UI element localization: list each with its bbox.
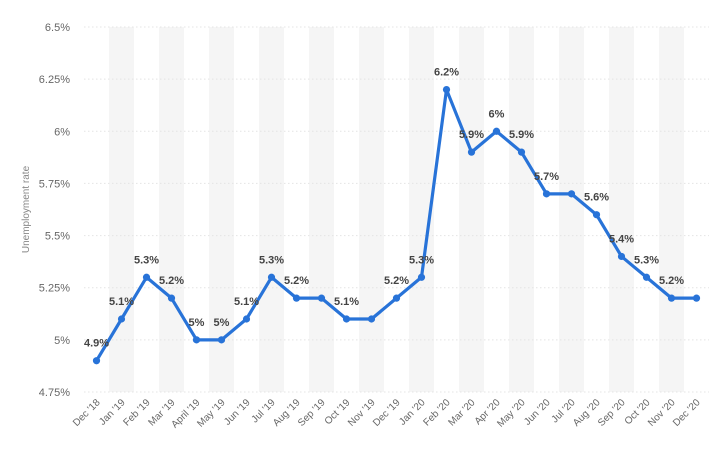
x-tick-label: Dec '18 <box>71 397 103 429</box>
x-tick-label: Dec '19 <box>371 397 403 429</box>
column-band <box>559 27 584 392</box>
y-tick-label: 6.5% <box>45 22 70 34</box>
data-label: 5.2% <box>659 275 684 287</box>
x-tick-label: May '20 <box>495 397 528 430</box>
data-label: 5.6% <box>584 192 609 204</box>
gridlines <box>84 26 709 393</box>
data-label: 5.9% <box>509 129 534 141</box>
data-points <box>92 85 701 365</box>
data-label: 5% <box>214 317 230 329</box>
data-point <box>492 127 501 135</box>
column-band <box>459 27 484 392</box>
column-band <box>109 27 134 392</box>
y-tick-label: 5.75% <box>39 178 70 190</box>
x-tick-label: Jun '20 <box>522 397 553 428</box>
data-label: 5.1% <box>334 296 359 308</box>
y-tick-label: 5.25% <box>39 283 70 295</box>
data-label: 5.3% <box>634 254 659 266</box>
data-point <box>442 85 451 94</box>
data-point <box>467 148 476 156</box>
data-point <box>192 336 201 344</box>
data-label: 6.2% <box>434 67 459 79</box>
data-point <box>592 211 601 219</box>
x-tick-label: Jun '19 <box>222 397 253 428</box>
data-label: 5.1% <box>109 296 134 308</box>
data-point <box>217 336 226 344</box>
data-label: 5.7% <box>534 171 559 183</box>
data-point <box>692 294 701 302</box>
y-tick-label: 4.75% <box>39 387 70 399</box>
data-point <box>167 294 176 302</box>
column-band <box>159 27 184 392</box>
data-point <box>242 315 251 323</box>
data-point <box>317 294 326 302</box>
column-band <box>659 27 684 392</box>
data-point <box>417 273 426 281</box>
data-label: 6% <box>489 108 505 120</box>
data-label: 5.1% <box>234 296 259 308</box>
x-tick-label: Mar '20 <box>446 397 477 428</box>
y-tick-label: 5% <box>54 335 70 347</box>
column-band <box>609 27 634 392</box>
data-label: 5.4% <box>609 233 634 245</box>
data-point <box>92 357 101 365</box>
data-label: 5.2% <box>159 275 184 287</box>
column-band <box>259 27 284 392</box>
x-tick-label: Dec '20 <box>671 397 703 429</box>
data-labels: 4.9%5.1%5.3%5.2%5% 5%5.1%5.3%5.2%5.1%5.2%… <box>84 67 684 350</box>
data-label: 5.2% <box>384 275 409 287</box>
y-tick-label: 6% <box>54 126 70 138</box>
series-line <box>94 87 699 363</box>
data-point <box>517 148 526 156</box>
data-point <box>267 273 276 281</box>
data-point <box>342 315 351 323</box>
y-tick-label: 6.25% <box>39 74 70 86</box>
data-label: 5.3% <box>134 254 159 266</box>
data-point <box>667 294 676 302</box>
data-point <box>392 294 401 302</box>
x-tick-label: Sep '20 <box>596 397 628 429</box>
y-axis-ticks: 4.75% 5% 5.25% 5.5% 5.75% 6% 6.25% 6.5% <box>39 22 70 399</box>
data-label: 5.9% <box>459 129 484 141</box>
y-tick-label: 5.5% <box>45 231 70 243</box>
column-band <box>309 27 334 392</box>
data-label: 5% <box>189 317 205 329</box>
data-point <box>117 315 126 323</box>
column-band <box>359 27 384 392</box>
data-point <box>642 273 651 281</box>
data-point <box>567 190 576 198</box>
data-point <box>542 190 551 198</box>
x-tick-label: Sep '19 <box>296 397 328 429</box>
y-axis-label: Unemployment rate <box>21 165 32 253</box>
data-point <box>142 273 151 281</box>
data-point <box>292 294 301 302</box>
data-label: 5.3% <box>259 254 284 266</box>
column-band <box>509 27 534 392</box>
data-point <box>367 315 376 323</box>
x-tick-label: May '19 <box>195 397 228 430</box>
data-label: 5.3% <box>409 254 434 266</box>
column-bands <box>109 27 684 392</box>
series-polyline <box>94 87 699 363</box>
data-label: 4.9% <box>84 338 109 350</box>
data-point <box>617 252 626 261</box>
data-label: 5.2% <box>284 275 309 287</box>
